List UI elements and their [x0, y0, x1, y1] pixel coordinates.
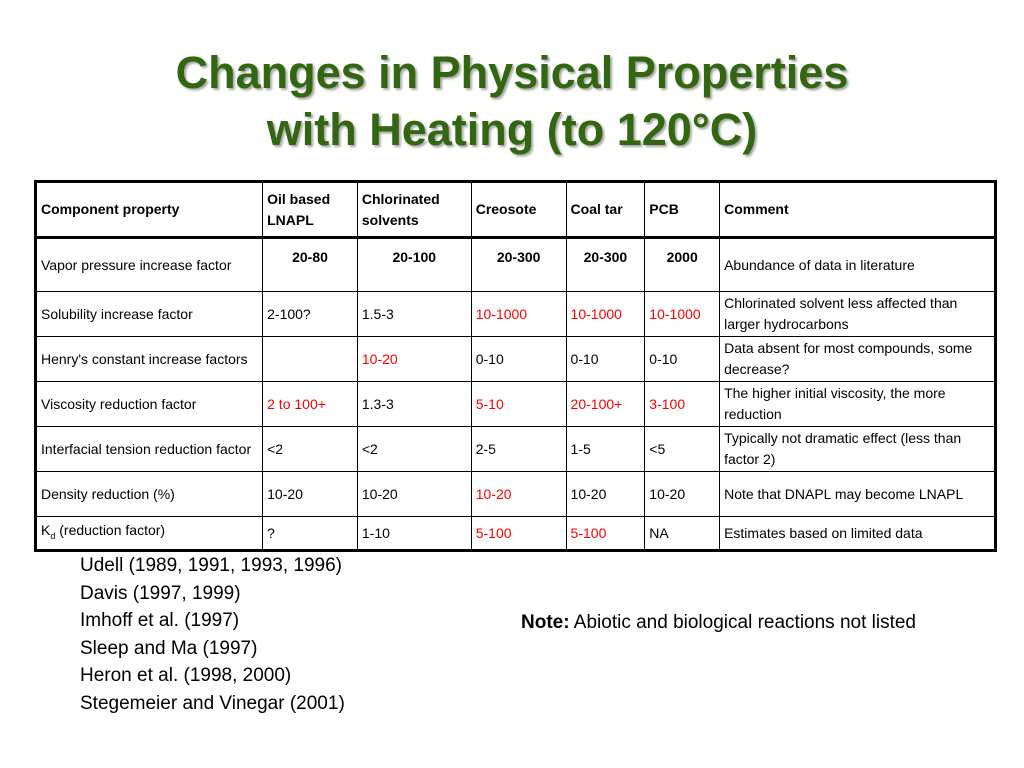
- reference-item: Davis (1997, 1999): [80, 582, 241, 604]
- property-kd-main: K: [41, 521, 51, 538]
- table-row-interfacial-tension: Interfacial tension reduction factor <2 …: [34, 426, 996, 472]
- table-row-solubility: Solubility increase factor 2-100? 1.5-3 …: [34, 291, 996, 337]
- property-cell: Viscosity reduction factor: [34, 381, 264, 427]
- slide-title: Changes in Physical Properties with Heat…: [0, 44, 1024, 158]
- comment-cell: Estimates based on limited data: [719, 516, 996, 551]
- reference-item: Heron et al. (1998, 2000): [80, 665, 292, 686]
- table-row-density: Density reduction (%) 10-20 10-20 10-20 …: [34, 471, 996, 517]
- comment-cell: Data absent for most compounds, some dec…: [719, 336, 996, 382]
- column-header-chlorinated: Chlorinated solvents: [356, 181, 472, 239]
- comment-cell: Note that DNAPL may become LNAPL: [719, 471, 996, 517]
- value-cell-creosote: 20-300: [470, 237, 567, 292]
- note-text: Note: Abiotic and biological reactions n…: [521, 612, 916, 634]
- value-cell-coal-tar: 20-300: [565, 237, 646, 292]
- column-header-pcb: PCB: [644, 181, 721, 239]
- value-cell-pcb: 2000: [644, 237, 721, 292]
- table-header-row: Component property Oil based LNAPL Chlor…: [34, 181, 996, 239]
- value-cell-oil-lnapl: 20-80: [262, 237, 358, 292]
- value-cell-chlorinated: 10-20: [356, 336, 472, 382]
- value-cell-coal-tar: 5-100: [565, 516, 646, 551]
- value-cell-coal-tar: 10-1000: [565, 291, 646, 337]
- comment-cell: The higher initial viscosity, the more r…: [719, 381, 996, 427]
- value-cell-oil-lnapl: 2-100?: [262, 291, 358, 337]
- value-cell-pcb: 0-10: [644, 336, 721, 382]
- reference-item: Udell (1989, 1991, 1993, 1996): [80, 555, 342, 576]
- value-cell-pcb: 10-1000: [644, 291, 721, 337]
- value-cell-chlorinated: <2: [356, 426, 472, 472]
- value-cell-chlorinated: 10-20: [356, 471, 472, 517]
- column-header-creosote: Creosote: [470, 181, 567, 239]
- reference-item: Stegemeier and Vinegar (2001): [80, 692, 345, 714]
- value-cell-creosote: 2-5: [470, 426, 567, 472]
- value-cell-pcb: 3-100: [644, 381, 721, 427]
- value-cell-pcb: NA: [644, 516, 721, 551]
- column-header-oil-lnapl: Oil based LNAPL: [262, 181, 358, 239]
- table-row-viscosity: Viscosity reduction factor 2 to 100+ 1.3…: [34, 381, 996, 427]
- value-cell-creosote: 5-100: [470, 516, 567, 551]
- reference-item: Imhoff et al. (1997): [80, 610, 240, 631]
- column-header-coal-tar: Coal tar: [565, 181, 646, 239]
- value-cell-coal-tar: 20-100+: [565, 381, 646, 427]
- comment-cell: Chlorinated solvent less affected than l…: [719, 291, 996, 337]
- value-cell-oil-lnapl: 2 to 100+: [262, 381, 358, 427]
- property-cell: Kd (reduction factor): [34, 516, 264, 551]
- value-cell-creosote: 5-10: [470, 381, 567, 427]
- comment-cell: Abundance of data in literature: [719, 237, 996, 292]
- property-cell: Henry's constant increase factors: [34, 336, 264, 382]
- value-cell-oil-lnapl: ?: [262, 516, 358, 551]
- value-cell-oil-lnapl: [262, 336, 358, 382]
- property-cell: Density reduction (%): [34, 471, 264, 517]
- value-cell-chlorinated: 1-10: [356, 516, 472, 551]
- value-cell-chlorinated: 20-100: [356, 237, 472, 292]
- value-cell-coal-tar: 10-20: [565, 471, 646, 517]
- table-row-kd: Kd (reduction factor) ? 1-10 5-100 5-100…: [34, 516, 996, 551]
- value-cell-creosote: 10-1000: [470, 291, 567, 337]
- column-header-property: Component property: [34, 181, 264, 239]
- property-kd-rest: (reduction factor): [55, 521, 166, 538]
- value-cell-coal-tar: 0-10: [565, 336, 646, 382]
- value-cell-coal-tar: 1-5: [565, 426, 646, 472]
- value-cell-pcb: 10-20: [644, 471, 721, 517]
- value-cell-creosote: 10-20: [470, 471, 567, 517]
- property-cell: Solubility increase factor: [34, 291, 264, 337]
- slide-title-line-2: with Heating (to 120°C): [266, 104, 758, 155]
- slide-title-line-1: Changes in Physical Properties: [175, 47, 849, 98]
- references-list: Udell (1989, 1991, 1993, 1996) Davis (19…: [80, 552, 345, 717]
- value-cell-creosote: 0-10: [470, 336, 567, 382]
- comment-cell: Typically not dramatic effect (less than…: [719, 426, 996, 472]
- value-cell-chlorinated: 1.5-3: [356, 291, 472, 337]
- value-cell-oil-lnapl: 10-20: [262, 471, 358, 517]
- table-row-henrys-constant: Henry's constant increase factors 10-20 …: [34, 336, 996, 382]
- note-body: Abiotic and biological reactions not lis…: [569, 612, 916, 633]
- column-header-comment: Comment: [719, 181, 996, 239]
- property-cell: Vapor pressure increase factor: [34, 237, 264, 292]
- physical-properties-table: Component property Oil based LNAPL Chlor…: [34, 180, 997, 552]
- note-label: Note:: [521, 612, 570, 633]
- reference-item: Sleep and Ma (1997): [80, 637, 258, 659]
- value-cell-chlorinated: 1.3-3: [356, 381, 472, 427]
- value-cell-pcb: <5: [644, 426, 721, 472]
- property-cell: Interfacial tension reduction factor: [34, 426, 264, 472]
- value-cell-oil-lnapl: <2: [262, 426, 358, 472]
- table-row-vapor-pressure: Vapor pressure increase factor 20-80 20-…: [34, 237, 996, 292]
- property-kd-subscript: d: [50, 530, 56, 541]
